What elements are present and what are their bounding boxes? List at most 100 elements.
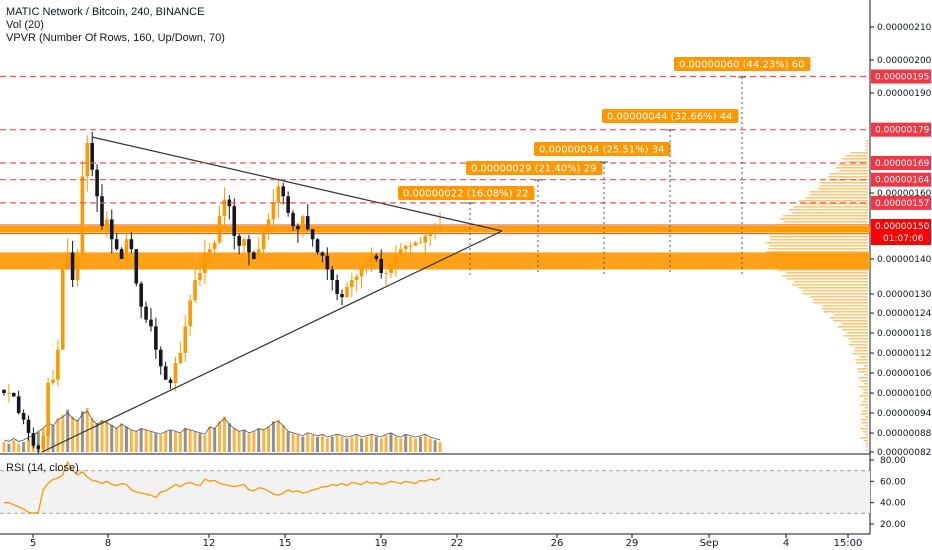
candle-body[interactable] — [305, 216, 310, 230]
projection-box[interactable] — [602, 109, 739, 123]
projection-box[interactable] — [398, 186, 535, 200]
candle-body[interactable] — [51, 379, 55, 383]
candle-body[interactable] — [183, 326, 188, 353]
candle-body[interactable] — [90, 143, 94, 170]
vol-indicator-label[interactable]: Vol (20) — [6, 19, 44, 31]
candle-body[interactable] — [379, 259, 384, 273]
current-price-tag[interactable] — [871, 219, 931, 245]
level-lines[interactable]: 0.00000195 0.00000179 0.00000169 0.00000164… — [0, 69, 931, 246]
candle-body[interactable] — [418, 242, 423, 244]
candle-body[interactable] — [247, 239, 251, 253]
price-axis[interactable]: 0.00000210 0.00000200 0.00000190 0.00000160… — [870, 23, 932, 530]
candle-body[interactable] — [2, 389, 6, 393]
candle-body[interactable] — [46, 383, 50, 437]
candle-body[interactable] — [330, 269, 335, 281]
candle-body[interactable] — [212, 242, 217, 250]
candle-body[interactable] — [276, 186, 281, 203]
candle-body[interactable] — [364, 262, 369, 267]
candle-body[interactable] — [134, 249, 139, 284]
candle-body[interactable] — [256, 249, 261, 259]
candle-body[interactable] — [310, 229, 315, 240]
candle-body[interactable] — [296, 226, 300, 230]
candle-body[interactable] — [413, 242, 418, 246]
candle-body[interactable] — [222, 199, 227, 217]
candle-body[interactable] — [75, 255, 80, 280]
candle-body[interactable] — [124, 239, 129, 259]
candle-body[interactable] — [369, 255, 374, 263]
projection-markers[interactable]: 0.00000022 (16.08%) 22 0.00000029 (21.40%… — [398, 57, 811, 275]
candle-body[interactable] — [340, 294, 344, 298]
level-tag[interactable] — [871, 156, 931, 170]
candle-body[interactable] — [193, 280, 197, 301]
candle-body[interactable] — [198, 273, 202, 280]
candle-body[interactable] — [16, 396, 21, 413]
triangle-lower-line[interactable] — [41, 230, 503, 453]
candle-body[interactable] — [403, 245, 408, 250]
candle-body[interactable] — [163, 366, 168, 380]
candle-body[interactable] — [139, 283, 143, 307]
candle-body[interactable] — [31, 433, 36, 446]
candle-body[interactable] — [389, 262, 393, 274]
candle-body[interactable] — [178, 353, 183, 363]
level-tag[interactable] — [871, 195, 931, 210]
candle-body[interactable] — [266, 219, 271, 233]
candle-body[interactable] — [7, 393, 11, 394]
candle-body[interactable] — [237, 235, 241, 246]
candle-body[interactable] — [144, 306, 148, 320]
candle-body[interactable] — [399, 249, 403, 256]
projection-box[interactable] — [466, 161, 603, 175]
candle-body[interactable] — [354, 276, 359, 281]
candle-body[interactable] — [217, 216, 222, 243]
triangle-upper-line[interactable] — [91, 136, 503, 232]
candle-body[interactable] — [11, 393, 16, 397]
level-tag[interactable] — [871, 69, 931, 84]
candle-body[interactable] — [345, 287, 349, 298]
candle-body[interactable] — [242, 239, 246, 246]
vpvr-indicator-label[interactable]: VPVR (Number Of Rows, 160, Up/Down, 70) — [6, 32, 225, 44]
candle-body[interactable] — [26, 419, 31, 433]
candle-body[interactable] — [154, 326, 158, 350]
candle-body[interactable] — [286, 196, 290, 213]
candle-body[interactable] — [384, 273, 388, 274]
candle-body[interactable] — [100, 196, 104, 226]
candle-body[interactable] — [320, 252, 325, 256]
candle-body[interactable] — [261, 232, 266, 250]
triangle-pattern[interactable] — [41, 136, 503, 453]
candle-body[interactable] — [158, 349, 163, 367]
candle-body[interactable] — [227, 199, 232, 207]
candle-body[interactable] — [335, 280, 339, 294]
candle-body[interactable] — [70, 252, 75, 280]
candle-body[interactable] — [325, 255, 330, 270]
candle-body[interactable] — [65, 252, 70, 270]
candle-body[interactable] — [281, 186, 286, 197]
level-tag[interactable] — [871, 172, 931, 187]
candle-body[interactable] — [350, 280, 354, 287]
chart-title[interactable]: MATIC Network / Bitcoin, 240, BINANCE — [6, 6, 205, 18]
candle-body[interactable] — [114, 239, 119, 250]
candle-body[interactable] — [207, 249, 212, 253]
candle-body[interactable] — [271, 202, 276, 220]
candle-body[interactable] — [119, 249, 124, 259]
candle-body[interactable] — [438, 226, 442, 230]
rsi-indicator-label[interactable]: RSI (14, close) — [6, 462, 79, 474]
candle-body[interactable] — [21, 413, 26, 420]
candle-body[interactable] — [60, 269, 65, 350]
time-axis[interactable]: 5 8 12 15 19 22 26 29 Sep 4 15:00 — [30, 534, 863, 549]
candle-body[interactable] — [408, 245, 413, 247]
candle-body[interactable] — [252, 252, 256, 259]
candles[interactable] — [2, 131, 442, 455]
candle-body[interactable] — [129, 239, 134, 250]
projection-box[interactable] — [534, 142, 671, 156]
candle-body[interactable] — [428, 232, 433, 236]
candle-body[interactable] — [85, 143, 90, 177]
candle-body[interactable] — [203, 252, 207, 273]
candle-body[interactable] — [36, 445, 41, 449]
candle-body[interactable] — [149, 319, 153, 327]
candle-body[interactable] — [315, 239, 320, 253]
candle-body[interactable] — [423, 235, 428, 243]
candle-body[interactable] — [105, 219, 109, 226]
candle-body[interactable] — [56, 349, 60, 380]
candle-body[interactable] — [433, 229, 437, 233]
candle-body[interactable] — [41, 436, 45, 449]
